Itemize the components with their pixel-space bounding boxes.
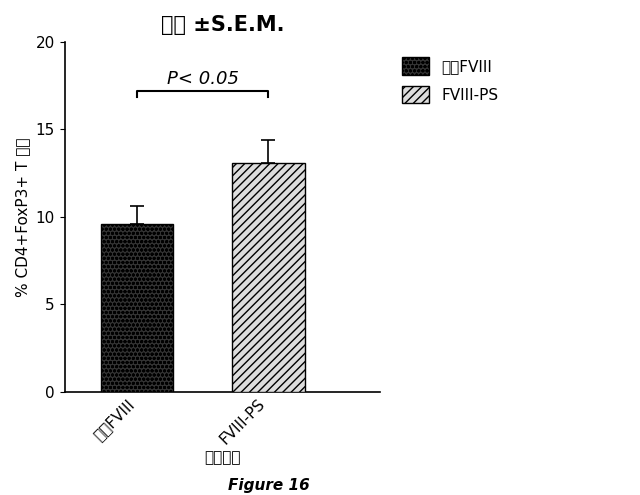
Text: Figure 16: Figure 16	[228, 478, 310, 493]
X-axis label: グループ: グループ	[204, 450, 241, 465]
Text: P< 0.05: P< 0.05	[166, 70, 239, 89]
Bar	[232, 163, 305, 392]
Y-axis label: % CD4+FoxP3+ T 細胞: % CD4+FoxP3+ T 細胞	[15, 137, 30, 297]
Title: 平均 ±S.E.M.: 平均 ±S.E.M.	[161, 15, 284, 35]
Legend: 遠離FVIII, FVIII-PS: 遠離FVIII, FVIII-PS	[394, 50, 506, 111]
Bar	[100, 224, 173, 392]
